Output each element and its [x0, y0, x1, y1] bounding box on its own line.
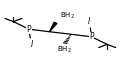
Text: BH$_2$: BH$_2$: [56, 45, 71, 55]
Text: BH$_2$: BH$_2$: [60, 11, 75, 21]
Text: P: P: [89, 32, 94, 41]
Text: P: P: [27, 25, 31, 34]
Text: I: I: [30, 40, 33, 49]
Text: I: I: [88, 17, 90, 26]
Polygon shape: [49, 22, 57, 32]
